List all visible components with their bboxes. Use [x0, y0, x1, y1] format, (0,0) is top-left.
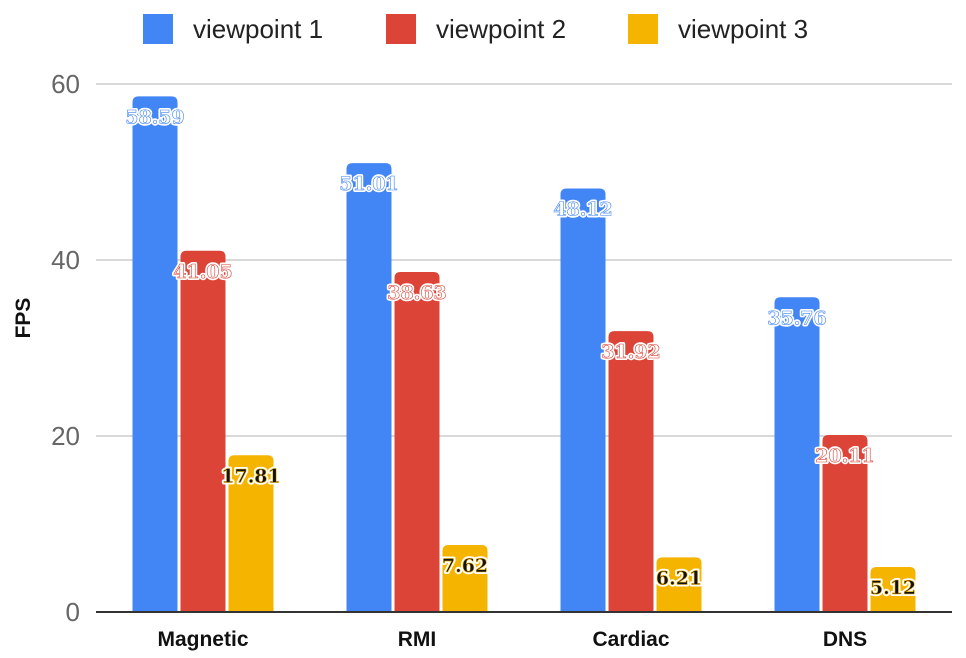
y-tick-label: 40	[51, 245, 80, 275]
data-label-halo: 31.92	[601, 341, 661, 363]
data-label-halo: 58.59	[125, 106, 185, 128]
bar-viewpoint-1-cardiac	[560, 188, 606, 612]
data-label-halo: 6.21	[656, 567, 702, 589]
data-label-halo: 35.76	[767, 307, 827, 329]
data-label: 38.63	[387, 282, 447, 304]
x-category-label: DNS	[823, 628, 867, 651]
y-tick-label: 0	[66, 597, 80, 627]
bar-viewpoint-2-cardiac	[608, 331, 654, 612]
y-axis-label: FPS	[12, 298, 35, 339]
bar-viewpoint-2-magnetic	[180, 250, 226, 612]
data-label: 6.21	[656, 567, 702, 589]
bar-viewpoint-1-rmi	[346, 163, 392, 612]
legend-swatch	[386, 14, 416, 44]
data-label: 58.59	[125, 106, 185, 128]
legend-swatch	[628, 14, 658, 44]
data-label-halo: 20.11	[815, 445, 875, 467]
bar-viewpoint-3-magnetic	[228, 455, 274, 612]
bars: 58.5958.5951.0151.0148.1248.1235.7635.76…	[123, 96, 918, 612]
data-label: 5.12	[870, 577, 916, 599]
bar-viewpoint-3-rmi	[442, 544, 488, 612]
legend-label: viewpoint 2	[436, 14, 566, 44]
bar-viewpoint-2-dns	[822, 435, 868, 612]
y-tick-label: 60	[51, 69, 80, 99]
data-label-halo: 7.62	[442, 555, 488, 577]
y-tick-label: 20	[51, 421, 80, 451]
legend: viewpoint 1 viewpoint 2 viewpoint 3	[143, 14, 808, 44]
data-label: 31.92	[601, 341, 661, 363]
bar-viewpoint-2-rmi	[394, 272, 440, 612]
data-label-halo: 51.01	[339, 173, 399, 195]
x-category-label: Cardiac	[592, 628, 669, 651]
data-label: 17.81	[221, 465, 281, 487]
data-label-halo: 48.12	[553, 199, 613, 221]
bar-viewpoint-1-dns	[774, 297, 820, 612]
data-label: 7.62	[442, 555, 488, 577]
data-label: 35.76	[767, 307, 827, 329]
data-label: 41.05	[173, 261, 233, 283]
x-axis-categories: Magnetic RMI Cardiac DNS	[157, 628, 867, 651]
legend-label: viewpoint 1	[193, 14, 323, 44]
x-category-label: Magnetic	[157, 628, 248, 651]
bar-viewpoint-3-cardiac	[656, 557, 702, 612]
bar-viewpoint-3-dns	[870, 566, 916, 612]
data-label: 48.12	[553, 199, 613, 221]
data-label: 51.01	[339, 173, 399, 195]
x-category-label: RMI	[398, 628, 437, 651]
legend-swatch	[143, 14, 173, 44]
data-label-halo: 5.12	[870, 577, 916, 599]
data-label-halo: 38.63	[387, 282, 447, 304]
data-label-halo: 41.05	[173, 261, 233, 283]
legend-label: viewpoint 3	[678, 14, 808, 44]
data-label-halo: 17.81	[221, 465, 281, 487]
bar-viewpoint-1-magnetic	[132, 96, 178, 612]
y-axis-ticks: 0 20 40 60	[51, 69, 80, 627]
data-label: 20.11	[815, 445, 875, 467]
